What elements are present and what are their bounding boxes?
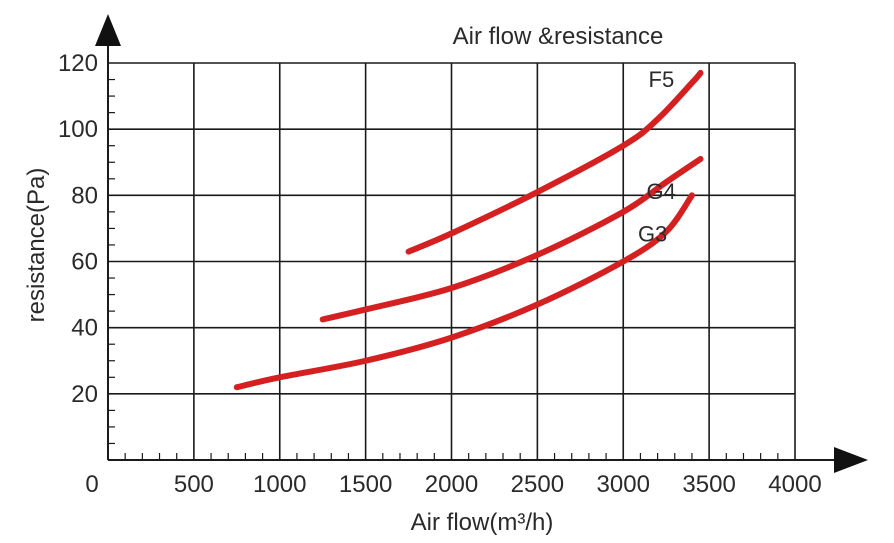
series-label-g3: G3 — [638, 221, 667, 246]
axes — [95, 14, 868, 473]
series — [233, 69, 704, 391]
x-tick-label: 4000 — [768, 471, 821, 498]
series-line-g4 — [319, 155, 704, 323]
x-axis-arrow-icon — [834, 447, 868, 473]
grid — [108, 62, 796, 460]
y-tick-label: 60 — [71, 249, 98, 276]
y-axis-title: resistance(Pa) — [23, 168, 50, 323]
x-tick-label: 1000 — [253, 471, 306, 498]
series-label-f5: F5 — [649, 67, 675, 92]
x-tick-label: 0 — [85, 471, 98, 498]
y-tick-label: 20 — [71, 381, 98, 408]
series-label-g4: G4 — [647, 179, 676, 204]
x-tick-label: 2000 — [425, 471, 478, 498]
y-tick-label: 100 — [58, 116, 98, 143]
x-tick-label: 2500 — [511, 471, 564, 498]
series-labels: F5 G4 G3 — [638, 67, 676, 246]
x-tick-label: 500 — [174, 471, 214, 498]
x-tick-label: 3000 — [597, 471, 650, 498]
chart-title: Air flow &resistance — [453, 23, 664, 50]
series-line-g3 — [233, 192, 695, 391]
y-axis-arrow-icon — [95, 14, 121, 46]
y-tick-label: 120 — [58, 50, 98, 77]
x-tick-label: 1500 — [339, 471, 392, 498]
series-line-f5 — [405, 69, 704, 255]
y-tick-label: 40 — [71, 315, 98, 342]
x-tick-label: 3500 — [682, 471, 735, 498]
minor-ticks — [108, 78, 779, 460]
x-axis-title: Air flow(m³/h) — [411, 509, 554, 536]
tick-labels: 0 500 1000 1500 2000 2500 3000 3500 4000 20 40 60 80… — [58, 50, 822, 498]
y-tick-label: 80 — [71, 182, 98, 209]
